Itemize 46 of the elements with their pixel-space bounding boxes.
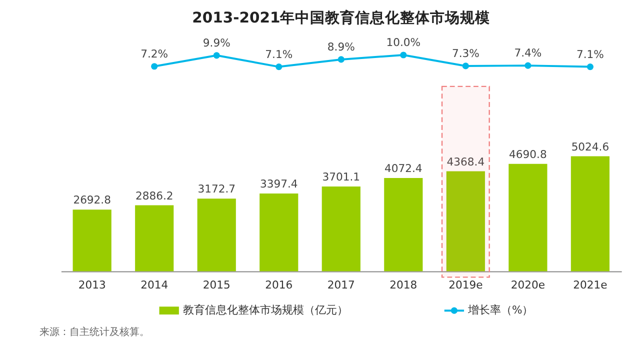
data-label: 7.1%: [576, 48, 604, 61]
bar: [322, 186, 360, 272]
bar: [508, 164, 548, 272]
x-tick-label: 2016: [265, 278, 293, 292]
point: [338, 56, 344, 63]
data-label: 7.2%: [140, 48, 168, 61]
point: [151, 63, 158, 70]
bar: [197, 198, 236, 272]
data-label: 3701.1: [322, 170, 360, 184]
x-tick-label: 2013: [78, 278, 106, 292]
x-tick-label: 2020e: [510, 278, 546, 292]
bar: [135, 205, 174, 272]
bar: [570, 156, 610, 272]
x-tick-label: 2015: [202, 278, 230, 292]
x-tick-label: 2014: [140, 278, 168, 292]
data-label: 4690.8: [509, 148, 547, 161]
data-label: 2886.2: [135, 189, 174, 202]
data-label: 5024.6: [571, 140, 610, 154]
data-label: 7.1%: [265, 48, 293, 61]
x-tick-label: 2018: [390, 278, 418, 292]
data-label: 4368.4: [446, 155, 485, 168]
chart-title: 2013-2021年中国教育信息化整体市场规模: [192, 8, 490, 27]
data-label: 8.9%: [327, 40, 355, 54]
data-label: 7.4%: [514, 46, 542, 60]
bar: [72, 210, 112, 272]
data-label: 2692.8: [73, 194, 112, 207]
data-label: 9.9%: [202, 36, 230, 50]
data-label: 3172.7: [198, 182, 236, 196]
x-tick-label: 2021e: [573, 278, 608, 292]
point: [276, 63, 282, 70]
bar: [384, 178, 423, 272]
legend-label: 教育信息化整体市场规模（亿元）: [182, 304, 348, 317]
data-label: 7.3%: [452, 47, 480, 60]
data-label: 10.0%: [386, 36, 421, 50]
source-note: 来源：自主统计及核算。: [39, 326, 150, 337]
x-tick-label: 2017: [327, 278, 355, 292]
point: [586, 63, 594, 70]
point: [524, 62, 532, 69]
bar: [260, 194, 298, 272]
point: [400, 52, 407, 58]
x-tick-label: 2019e: [448, 278, 484, 292]
data-label: 3397.4: [260, 178, 298, 191]
point: [213, 52, 220, 59]
point: [462, 62, 469, 70]
data-label: 4072.4: [384, 162, 422, 176]
legend-label: 增长率（%）: [466, 304, 534, 317]
